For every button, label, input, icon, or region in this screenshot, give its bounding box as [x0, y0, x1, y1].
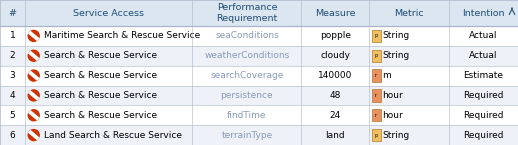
Text: land: land — [325, 131, 345, 140]
Circle shape — [28, 130, 39, 141]
Bar — [0, 86, 518, 105]
Text: String: String — [382, 51, 409, 60]
Bar — [28, 90, 39, 101]
Bar — [0, 0, 518, 26]
Text: Maritime Search & Rescue Service: Maritime Search & Rescue Service — [44, 31, 200, 40]
Bar — [28, 31, 39, 41]
Text: hour: hour — [382, 91, 403, 100]
Text: 140000: 140000 — [318, 71, 352, 80]
Circle shape — [28, 50, 39, 61]
Text: p: p — [375, 53, 378, 58]
Text: Search & Rescue Service: Search & Rescue Service — [44, 71, 157, 80]
Text: m: m — [382, 71, 391, 80]
Text: Estimate: Estimate — [463, 71, 503, 80]
Bar — [371, 89, 381, 101]
Circle shape — [28, 90, 39, 101]
Bar — [371, 69, 381, 82]
Text: Intention: Intention — [462, 9, 505, 18]
Text: weatherConditions: weatherConditions — [204, 51, 290, 60]
Text: 4: 4 — [9, 91, 15, 100]
Text: Performance
Requirement: Performance Requirement — [217, 3, 278, 23]
Text: Required: Required — [463, 131, 503, 140]
Bar — [28, 50, 39, 61]
Circle shape — [28, 70, 39, 81]
Text: Search & Rescue Service: Search & Rescue Service — [44, 111, 157, 120]
Bar — [371, 30, 381, 42]
Bar — [0, 105, 518, 125]
Text: Required: Required — [463, 91, 503, 100]
Text: p: p — [375, 33, 378, 38]
Bar — [371, 109, 381, 121]
Bar — [28, 110, 39, 121]
Circle shape — [28, 110, 39, 121]
Text: seaConditions: seaConditions — [215, 31, 279, 40]
Text: cloudy: cloudy — [320, 51, 350, 60]
Bar — [0, 46, 518, 66]
Text: Land Search & Rescue Service: Land Search & Rescue Service — [44, 131, 182, 140]
Text: 3: 3 — [9, 71, 15, 80]
Text: 1: 1 — [9, 31, 15, 40]
Text: p: p — [375, 133, 378, 138]
Bar — [28, 70, 39, 81]
Bar — [371, 129, 381, 141]
Text: Actual: Actual — [469, 51, 497, 60]
Text: persistence: persistence — [221, 91, 274, 100]
Text: r: r — [375, 93, 378, 98]
Text: String: String — [382, 131, 409, 140]
Bar — [371, 50, 381, 62]
Text: 24: 24 — [329, 111, 341, 120]
Bar — [0, 26, 518, 46]
Text: Actual: Actual — [469, 31, 497, 40]
Bar — [28, 130, 39, 141]
Text: 5: 5 — [9, 111, 15, 120]
Text: 2: 2 — [9, 51, 15, 60]
Text: Required: Required — [463, 111, 503, 120]
Text: r: r — [375, 113, 378, 118]
Text: String: String — [382, 31, 409, 40]
Text: searchCoverage: searchCoverage — [210, 71, 284, 80]
Bar — [0, 125, 518, 145]
Text: 48: 48 — [329, 91, 341, 100]
Bar — [0, 66, 518, 86]
Text: Metric: Metric — [394, 9, 424, 18]
Text: Search & Rescue Service: Search & Rescue Service — [44, 51, 157, 60]
Circle shape — [28, 30, 39, 41]
Text: r: r — [375, 73, 378, 78]
Text: Measure: Measure — [315, 9, 355, 18]
Text: popple: popple — [320, 31, 351, 40]
Text: #: # — [8, 9, 17, 18]
Text: findTime: findTime — [227, 111, 267, 120]
Text: terrainType: terrainType — [221, 131, 272, 140]
Text: hour: hour — [382, 111, 403, 120]
Text: Search & Rescue Service: Search & Rescue Service — [44, 91, 157, 100]
Text: 6: 6 — [9, 131, 15, 140]
Text: Service Access: Service Access — [73, 9, 144, 18]
